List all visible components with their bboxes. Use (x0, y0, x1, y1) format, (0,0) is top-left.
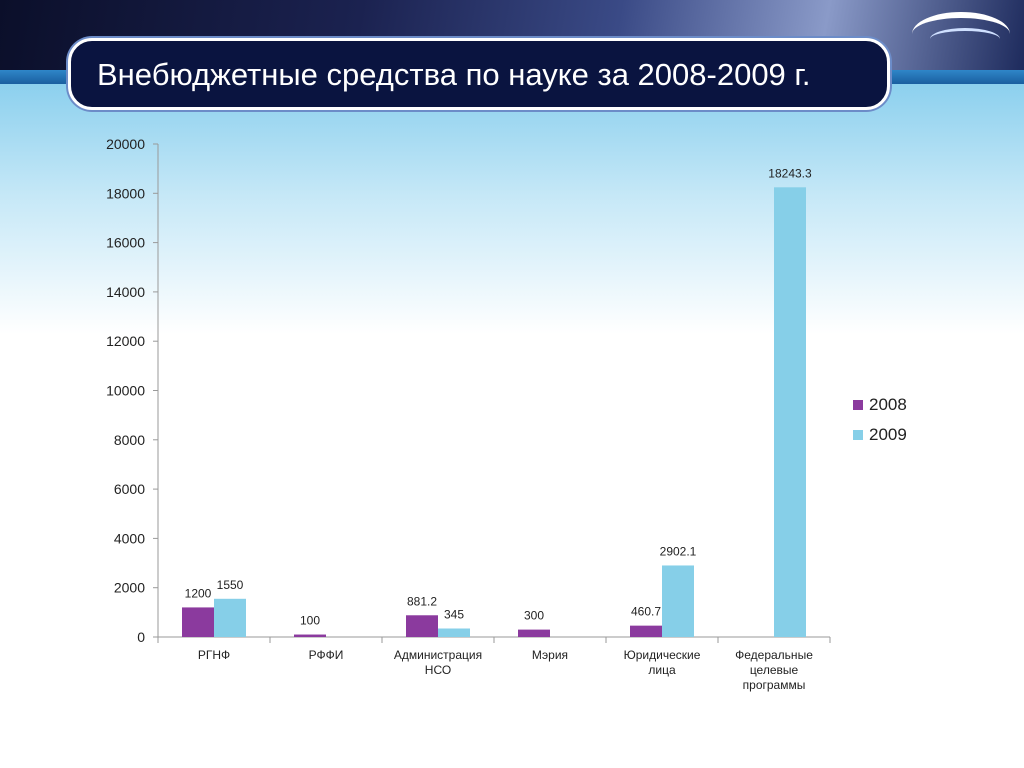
bar-2008 (182, 607, 214, 637)
data-label-2008: 1200 (185, 586, 212, 600)
bar-2008 (518, 629, 550, 637)
x-category-label-line: Мэрия (532, 648, 568, 662)
data-label-2009: 1550 (217, 578, 244, 592)
bar-2009 (774, 187, 806, 637)
x-category-label: Администрация НСО (394, 648, 482, 677)
bar-2008 (630, 625, 662, 637)
legend-label-2009: 2009 (869, 425, 907, 444)
data-label-2008: 460.7 (631, 605, 661, 619)
y-tick-label: 14000 (106, 284, 145, 300)
legend-item-2008: 2008 (853, 390, 907, 420)
x-category-label-line: Юридические (624, 648, 701, 662)
y-tick-label: 6000 (114, 481, 145, 497)
page-title: Внебюджетные средства по науке за 2008-2… (97, 57, 811, 92)
chart-legend: 2008 2009 (853, 390, 907, 450)
x-category-label-line: Администрация (394, 648, 482, 662)
x-category-label-line: НСО (425, 663, 451, 677)
bar-2008 (294, 634, 326, 637)
legend-label-2008: 2008 (869, 395, 907, 414)
x-category-label: Федеральные целевые программы (735, 648, 813, 692)
legend-swatch-2008 (853, 400, 863, 410)
y-tick-label: 12000 (106, 333, 145, 349)
data-label-2008: 881.2 (407, 594, 437, 608)
x-category-label: РФФИ (309, 648, 344, 662)
bar-2009 (214, 598, 246, 637)
legend-swatch-2009 (853, 430, 863, 440)
x-category-label-line: программы (743, 678, 806, 692)
x-category-label-line: РГНФ (198, 648, 230, 662)
data-label-2009: 345 (444, 607, 464, 621)
x-category-label: Юридические лица (624, 648, 701, 677)
logo-arc-icon (912, 12, 1010, 56)
y-tick-label: 0 (137, 629, 145, 645)
x-category-label-line: целевые (750, 663, 799, 677)
y-tick-label: 8000 (114, 432, 145, 448)
data-label-2008: 100 (300, 614, 320, 628)
legend-item-2009: 2009 (853, 420, 907, 450)
y-tick-label: 16000 (106, 235, 145, 251)
bar-2009 (438, 628, 470, 637)
data-label-2008: 300 (524, 609, 544, 623)
logo-arc-inner-icon (930, 28, 1000, 50)
y-tick-label: 4000 (114, 530, 145, 546)
x-category-label: Мэрия (532, 648, 568, 662)
y-tick-label: 2000 (114, 580, 145, 596)
y-tick-label: 10000 (106, 383, 145, 399)
y-tick-label: 18000 (106, 185, 145, 201)
data-label-2009: 2902.1 (660, 544, 697, 558)
x-category-label-line: Федеральные (735, 648, 813, 662)
title-box: Внебюджетные средства по науке за 2008-2… (68, 38, 890, 110)
background-gradient (0, 84, 1024, 334)
x-category-label-line: лица (648, 663, 676, 677)
y-tick-label: 20000 (106, 136, 145, 152)
x-category-label-line: РФФИ (309, 648, 344, 662)
x-category-label: РГНФ (198, 648, 230, 662)
data-label-2009: 18243.3 (768, 166, 812, 180)
bar-2009 (662, 565, 694, 637)
bar-2008 (406, 615, 438, 637)
